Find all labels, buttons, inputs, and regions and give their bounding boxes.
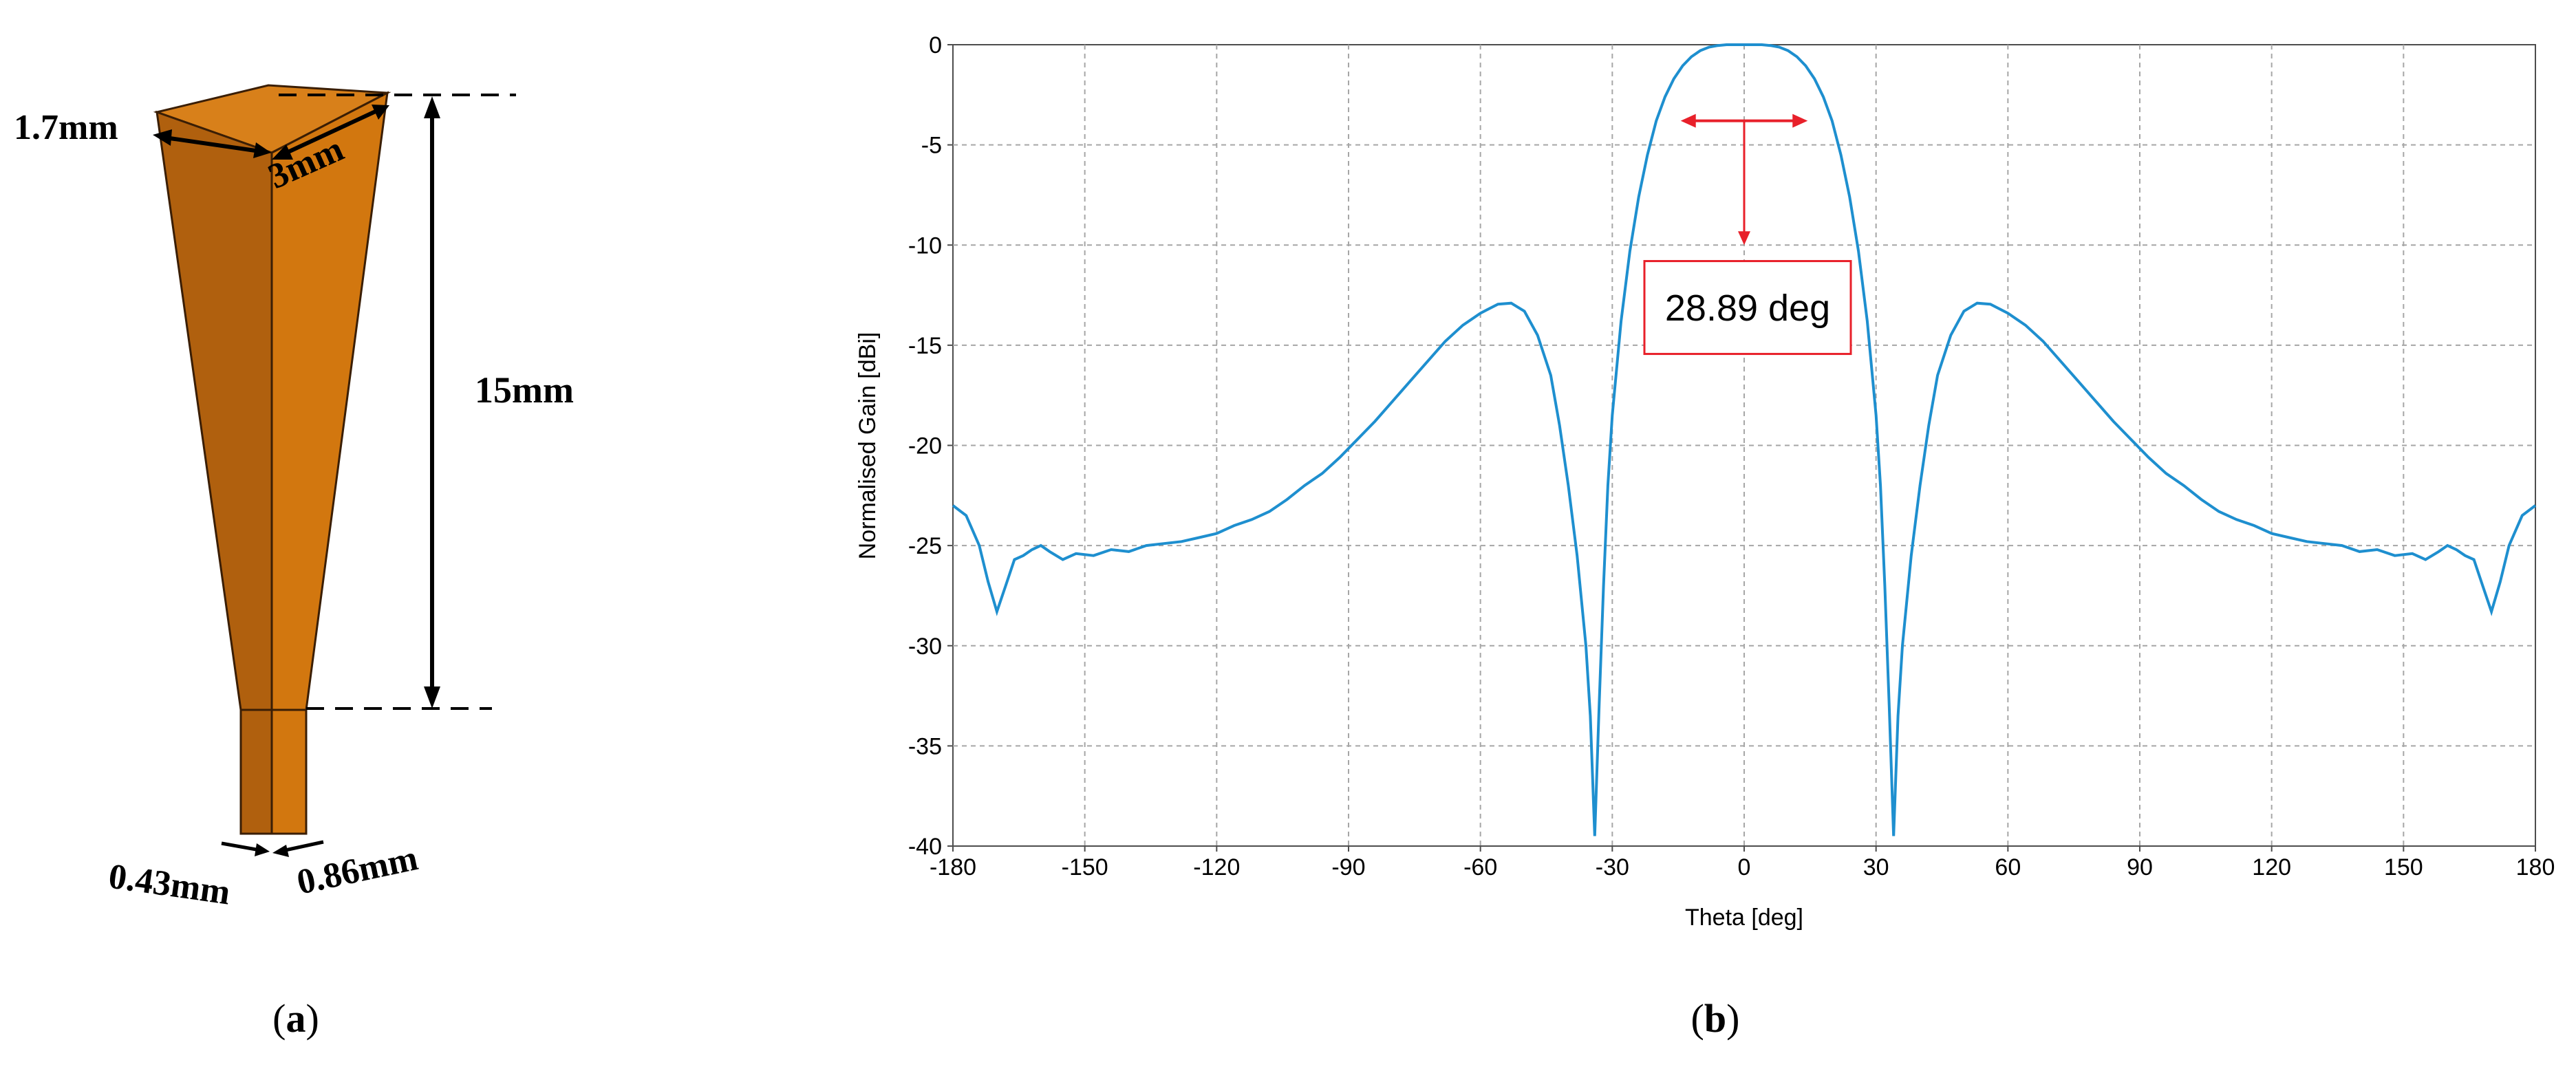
aperture-width-label: 1.7mm — [14, 108, 118, 147]
panel-b-letter: b — [1704, 996, 1726, 1041]
aperture-height-arrow — [281, 108, 380, 157]
panel-b-caption: (b) — [1691, 996, 1740, 1041]
x-axis-label: Theta [deg] — [1685, 905, 1803, 931]
beamwidth-label: 28.89 deg — [1665, 288, 1830, 329]
gain-pattern-chart: -180 -150 -120 -90 -60 -30 0 30 60 90 120 150 180 0 -5… — [855, 32, 2555, 931]
aperture-height-arrowhead-right — [372, 105, 389, 120]
horn-left-face — [155, 110, 273, 711]
beamwidth-label-box — [1643, 260, 1852, 356]
beamwidth-arrowhead-left — [1680, 113, 1696, 128]
x-tick-label: -180 — [930, 854, 976, 880]
beamwidth-arrowhead-right — [1792, 113, 1808, 128]
x-tick-label: -60 — [1463, 854, 1497, 880]
beamwidth-pointer-arrowhead — [1738, 231, 1750, 246]
feed-width-label: 0.43mm — [106, 856, 233, 912]
feed-right-face — [270, 708, 308, 835]
y-tick-label: -35 — [908, 733, 942, 759]
x-tick-label: -90 — [1331, 854, 1365, 880]
y-tick-label: -40 — [908, 834, 942, 860]
y-tick-label: -10 — [908, 232, 942, 259]
y-tick-label: -15 — [908, 333, 942, 359]
ticks: -180 -150 -120 -90 -60 -30 0 30 60 90 120 150 180 0 -5… — [908, 32, 2555, 880]
aperture-width-arrowhead-left — [153, 129, 172, 146]
y-tick-label: -5 — [921, 133, 942, 159]
aperture-width-arrowhead-right — [253, 142, 271, 158]
feed-left-face — [239, 708, 273, 835]
y-tick-label: -25 — [908, 533, 942, 559]
x-tick-label: 0 — [1738, 854, 1751, 880]
length-arrowhead-top — [424, 96, 440, 118]
x-tick-label: 180 — [2516, 854, 2555, 880]
feed-width-arrowhead-right — [272, 845, 289, 857]
x-tick-label: -30 — [1596, 854, 1629, 880]
x-tick-label: 150 — [2384, 854, 2423, 880]
aperture-width-arrow — [164, 136, 261, 153]
feed-width-arrowhead-left — [255, 843, 270, 856]
length-arrowhead-bottom — [424, 686, 440, 708]
panel-a-caption: (a) — [272, 996, 319, 1041]
feed-width-arrow-right — [281, 840, 324, 853]
y-tick-label: -20 — [908, 433, 942, 459]
feed-height-label: 0.86mm — [294, 839, 422, 902]
panel-a-horn-diagram: 1.7mm 3mm 15mm 0.43mm 0.86mm — [14, 84, 574, 913]
gain-curve — [952, 43, 2537, 836]
length-label: 15mm — [475, 369, 574, 411]
x-tick-label: 30 — [1863, 854, 1889, 880]
feed-width-arrow-left — [221, 841, 261, 852]
x-tick-label: -150 — [1062, 854, 1108, 880]
y-tick-label: 0 — [929, 32, 942, 58]
aperture-height-arrowhead-left — [272, 144, 293, 160]
y-axis-label: Normalised Gain [dBi] — [855, 332, 881, 560]
x-tick-label: -120 — [1193, 854, 1240, 880]
beamwidth-annotation: 28.89 deg — [1643, 113, 1852, 356]
x-tick-label: 120 — [2252, 854, 2291, 880]
y-tick-label: -30 — [908, 634, 942, 660]
panel-a-letter: a — [286, 996, 306, 1041]
x-tick-label: 90 — [2127, 854, 2153, 880]
x-tick-label: 60 — [1995, 854, 2021, 880]
